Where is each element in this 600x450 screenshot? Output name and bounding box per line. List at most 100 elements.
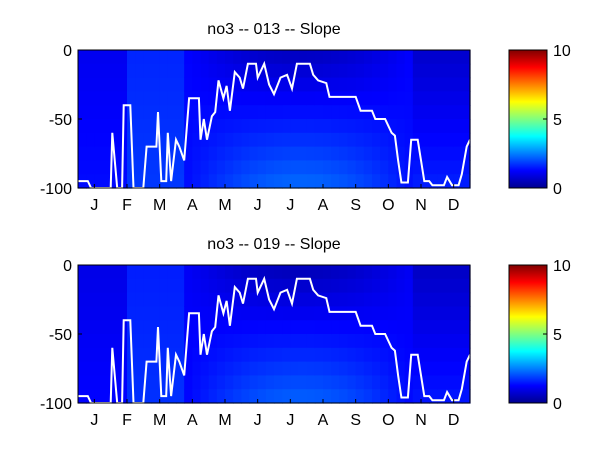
heatmap-cell <box>363 105 373 120</box>
heatmap-cell <box>421 105 430 120</box>
heatmap-cell <box>151 105 161 120</box>
heatmap-cell <box>184 375 193 390</box>
heatmap-cell <box>184 334 193 349</box>
heatmap-cell <box>372 146 381 161</box>
heatmap-cell <box>78 375 87 390</box>
heatmap-cell <box>78 306 87 321</box>
heatmap-cell <box>225 132 234 148</box>
x-tick-label: A <box>187 197 198 214</box>
heatmap-cell <box>412 119 422 134</box>
heatmap-cell <box>135 361 144 376</box>
x-tick-label: J <box>90 412 98 429</box>
heatmap-cell <box>208 278 218 294</box>
heatmap-cell <box>249 375 259 390</box>
x-tick-label: O <box>382 412 394 429</box>
heatmap-cell <box>331 347 340 363</box>
heatmap-cell <box>282 278 291 294</box>
mixed-layer-depth-line <box>78 275 471 404</box>
heatmap-cell <box>380 320 389 335</box>
heatmap-cell <box>225 91 234 106</box>
heatmap-cell <box>225 389 234 404</box>
heatmap-cell <box>94 146 104 161</box>
heatmap-cell <box>437 91 447 106</box>
heatmap-cell <box>135 375 144 390</box>
heatmap-cell <box>249 105 259 120</box>
heatmap-cell <box>208 119 218 134</box>
heatmap-cell <box>314 361 324 376</box>
heatmap-cell <box>412 105 422 120</box>
heatmap-cell <box>159 132 169 148</box>
heatmap-cell <box>453 375 463 390</box>
heatmap-cell <box>176 306 185 321</box>
heatmap-cell <box>208 50 218 65</box>
heatmap-cell <box>257 375 267 390</box>
heatmap-cell <box>331 91 340 106</box>
heatmap-cell <box>274 132 283 148</box>
heatmap-cell <box>298 292 308 307</box>
heatmap-cell <box>135 306 144 321</box>
heatmap-cell <box>225 63 234 79</box>
heatmap-cell <box>363 320 373 335</box>
heatmap-cell <box>265 320 275 335</box>
heatmap-cell <box>323 132 332 148</box>
heatmap-cell <box>306 334 316 349</box>
heatmap-cell <box>159 375 169 390</box>
heatmap-cell <box>412 77 422 92</box>
heatmap-cell <box>339 292 349 307</box>
heatmap-cell <box>151 306 161 321</box>
heatmap-cell <box>461 105 471 120</box>
heatmap-cell <box>347 361 357 376</box>
heatmap-cell <box>314 63 324 79</box>
heatmap-cell <box>453 119 463 134</box>
heatmap-cell <box>225 77 234 92</box>
heatmap-cell <box>265 146 275 161</box>
heatmap-cell <box>347 278 357 294</box>
heatmap-cell <box>372 292 381 307</box>
x-tick-label: A <box>318 197 329 214</box>
heatmap-cell <box>429 132 438 148</box>
heatmap-cell <box>216 375 226 390</box>
heatmap-cell <box>274 63 283 79</box>
heatmap-cell <box>298 174 308 189</box>
x-tick-label: F <box>122 197 132 214</box>
heatmap-cell <box>290 119 300 134</box>
heatmap-cell <box>372 77 381 92</box>
heatmap-cell <box>176 91 185 106</box>
x-tick-label: F <box>122 412 132 429</box>
heatmap-cell <box>233 278 242 294</box>
heatmap-cell <box>94 389 104 404</box>
heatmap-cell <box>298 389 308 404</box>
heatmap-cell <box>241 292 251 307</box>
x-tick-label: A <box>187 412 198 429</box>
heatmap-cell <box>216 306 226 321</box>
heatmap-cell <box>437 63 447 79</box>
heatmap-cell <box>437 278 447 294</box>
heatmap-cell <box>143 320 153 335</box>
heatmap-cell <box>184 174 193 189</box>
heatmap-cell <box>233 146 242 161</box>
heatmap-cell <box>127 389 136 404</box>
heatmap-cell <box>176 50 185 65</box>
heatmap-cell <box>143 160 153 175</box>
heatmap-cell <box>290 77 300 92</box>
heatmap-cell <box>453 77 463 92</box>
heatmap-cell <box>143 265 153 280</box>
heatmap-cell <box>396 146 406 161</box>
heatmap-cell <box>461 334 471 349</box>
heatmap-cell <box>445 63 455 79</box>
heatmap-cell <box>453 50 463 65</box>
heatmap-cell <box>143 375 153 390</box>
heatmap-cell <box>372 91 381 106</box>
heatmap-cell <box>445 278 455 294</box>
heatmap-cell <box>176 146 185 161</box>
heatmap-cell <box>396 278 406 294</box>
heatmap-cell <box>241 306 251 321</box>
heatmap-cell <box>298 146 308 161</box>
chart-title: no3 -- 013 -- Slope <box>207 21 341 38</box>
heatmap-cell <box>380 91 389 106</box>
heatmap-cell <box>388 146 398 161</box>
heatmap-cell <box>372 105 381 120</box>
heatmap-cell <box>86 320 95 335</box>
heatmap-cell <box>216 91 226 106</box>
heatmap-cell <box>323 174 332 189</box>
